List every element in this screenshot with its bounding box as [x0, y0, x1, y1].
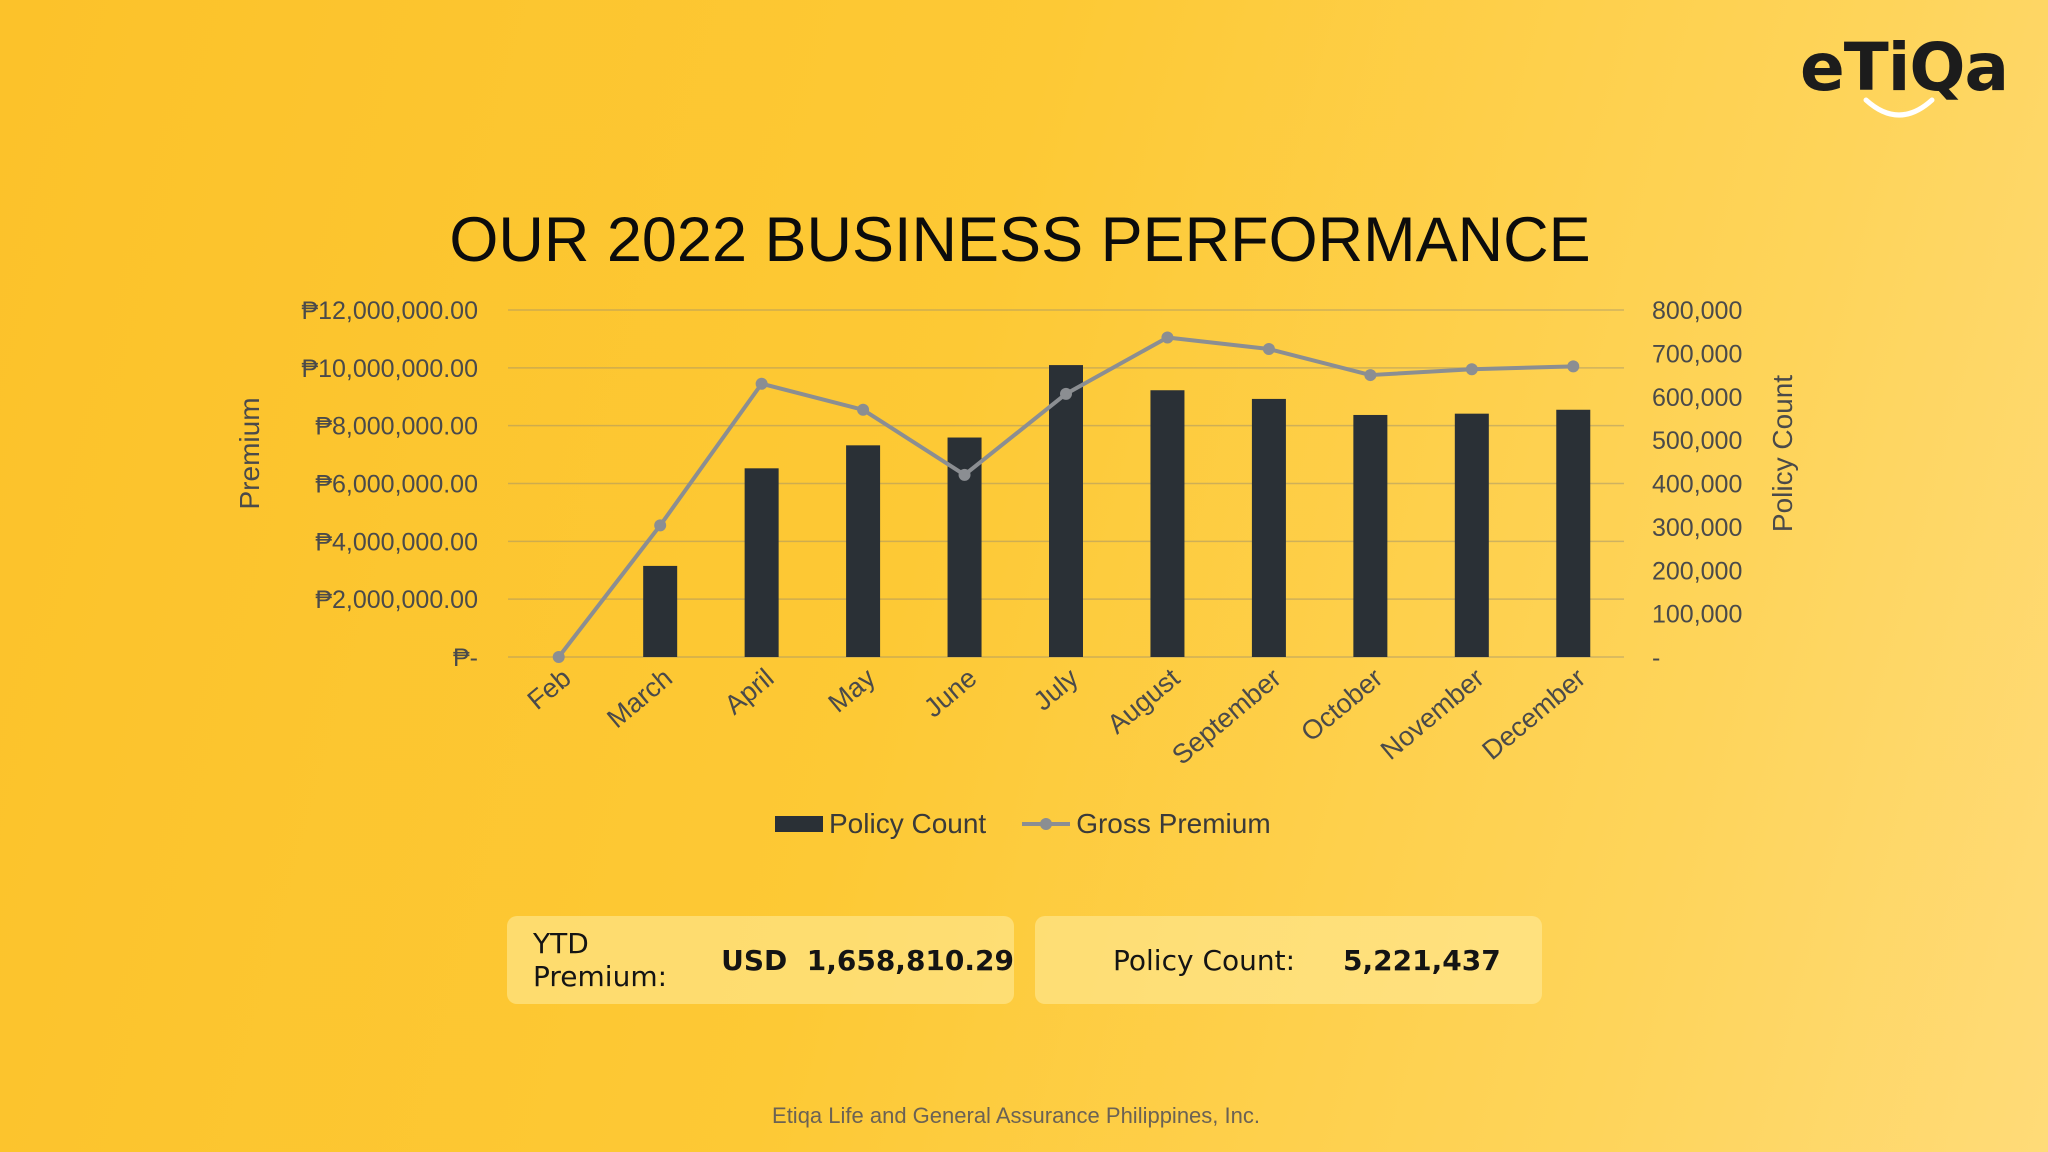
policy-count-card: Policy Count: 5,221,437: [1035, 916, 1542, 1004]
y-tick-label-right: 400,000: [1652, 471, 1742, 499]
point-gross-premium: [1465, 363, 1478, 376]
legend-bar-swatch-icon: [775, 816, 823, 832]
point-gross-premium: [654, 519, 667, 532]
x-tick-label: July: [1028, 662, 1084, 716]
legend-label-policy-count: Policy Count: [829, 808, 987, 839]
y-tick-label-left: ₱-: [453, 644, 478, 672]
x-tick-label: September: [1166, 663, 1286, 771]
bar-policy-count: [1454, 413, 1489, 657]
point-gross-premium: [857, 403, 870, 416]
legend-item-gross-premium: Gross Premium: [1022, 808, 1271, 840]
y-tick-label-left: ₱2,000,000.00: [315, 586, 478, 614]
legend-label-gross-premium: Gross Premium: [1076, 808, 1271, 839]
y-tick-label-left: ₱8,000,000.00: [315, 413, 478, 441]
point-gross-premium: [1364, 369, 1377, 382]
y-axis-title-left: Premium: [234, 397, 265, 509]
x-tick-label: June: [918, 663, 982, 724]
x-tick-label: May: [823, 662, 882, 718]
y-tick-label-left: ₱4,000,000.00: [315, 528, 478, 556]
bar-policy-count: [1150, 390, 1185, 657]
bar-policy-count: [744, 468, 779, 657]
bar-policy-count: [643, 565, 678, 657]
y-tick-label-right: 200,000: [1652, 557, 1742, 585]
bar-policy-count: [846, 445, 881, 657]
y-tick-label-left: ₱12,000,000.00: [301, 297, 478, 325]
point-gross-premium: [1060, 387, 1072, 400]
legend-item-policy-count: Policy Count: [775, 808, 986, 840]
etiqa-logo: eTiQa: [1800, 30, 2009, 126]
point-gross-premium: [1262, 343, 1275, 356]
logo-wordmark: eTiQa: [1800, 29, 2009, 106]
point-gross-premium: [552, 651, 565, 663]
x-tick-label: November: [1375, 663, 1490, 766]
footer-company-name: Etiqa Life and General Assurance Philipp…: [772, 1103, 1260, 1128]
y-tick-label-right: 700,000: [1652, 340, 1742, 368]
y-axis-title-right: Policy Count: [1767, 375, 1798, 532]
slide-title: OUR 2022 BUSINESS PERFORMANCE: [449, 205, 1591, 276]
y-tick-label-right: 600,000: [1652, 384, 1742, 412]
legend-line-swatch-icon: [1022, 816, 1071, 832]
bar-policy-count: [1049, 365, 1083, 657]
policy-count-value: 5,221,437: [1343, 943, 1501, 977]
x-tick-label: Feb: [522, 663, 577, 716]
ytd-premium-label: YTD Premium:: [533, 927, 668, 993]
logo-smile-icon: [1863, 97, 1935, 118]
x-tick-label: August: [1102, 662, 1186, 739]
y-tick-label-left: ₱6,000,000.00: [315, 471, 478, 499]
x-tick-label: December: [1476, 663, 1591, 766]
bar-policy-count: [1353, 414, 1388, 657]
bar-policy-count: [1251, 398, 1286, 657]
x-tick-label: October: [1295, 663, 1388, 748]
y-tick-label-right: 100,000: [1652, 601, 1742, 629]
bar-policy-count: [1556, 409, 1591, 657]
ytd-premium-value: USD 1,658,810.29: [721, 943, 1014, 977]
ytd-premium-card: YTD Premium: USD 1,658,810.29: [507, 916, 1014, 1004]
point-gross-premium: [755, 377, 768, 390]
y-tick-label-right: 500,000: [1652, 427, 1742, 455]
y-tick-label-right: -: [1652, 644, 1660, 672]
y-tick-label-right: 300,000: [1652, 514, 1742, 542]
y-tick-label-right: 800,000: [1652, 297, 1742, 325]
point-gross-premium: [1567, 360, 1580, 373]
x-tick-label: April: [719, 663, 780, 721]
chart-legend: Policy Count Gross Premium: [775, 806, 1307, 842]
policy-count-label: Policy Count:: [1113, 943, 1296, 977]
point-gross-premium: [1161, 331, 1174, 344]
point-gross-premium: [958, 468, 971, 481]
x-tick-label: March: [601, 663, 678, 734]
y-tick-label-left: ₱10,000,000.00: [301, 355, 478, 383]
